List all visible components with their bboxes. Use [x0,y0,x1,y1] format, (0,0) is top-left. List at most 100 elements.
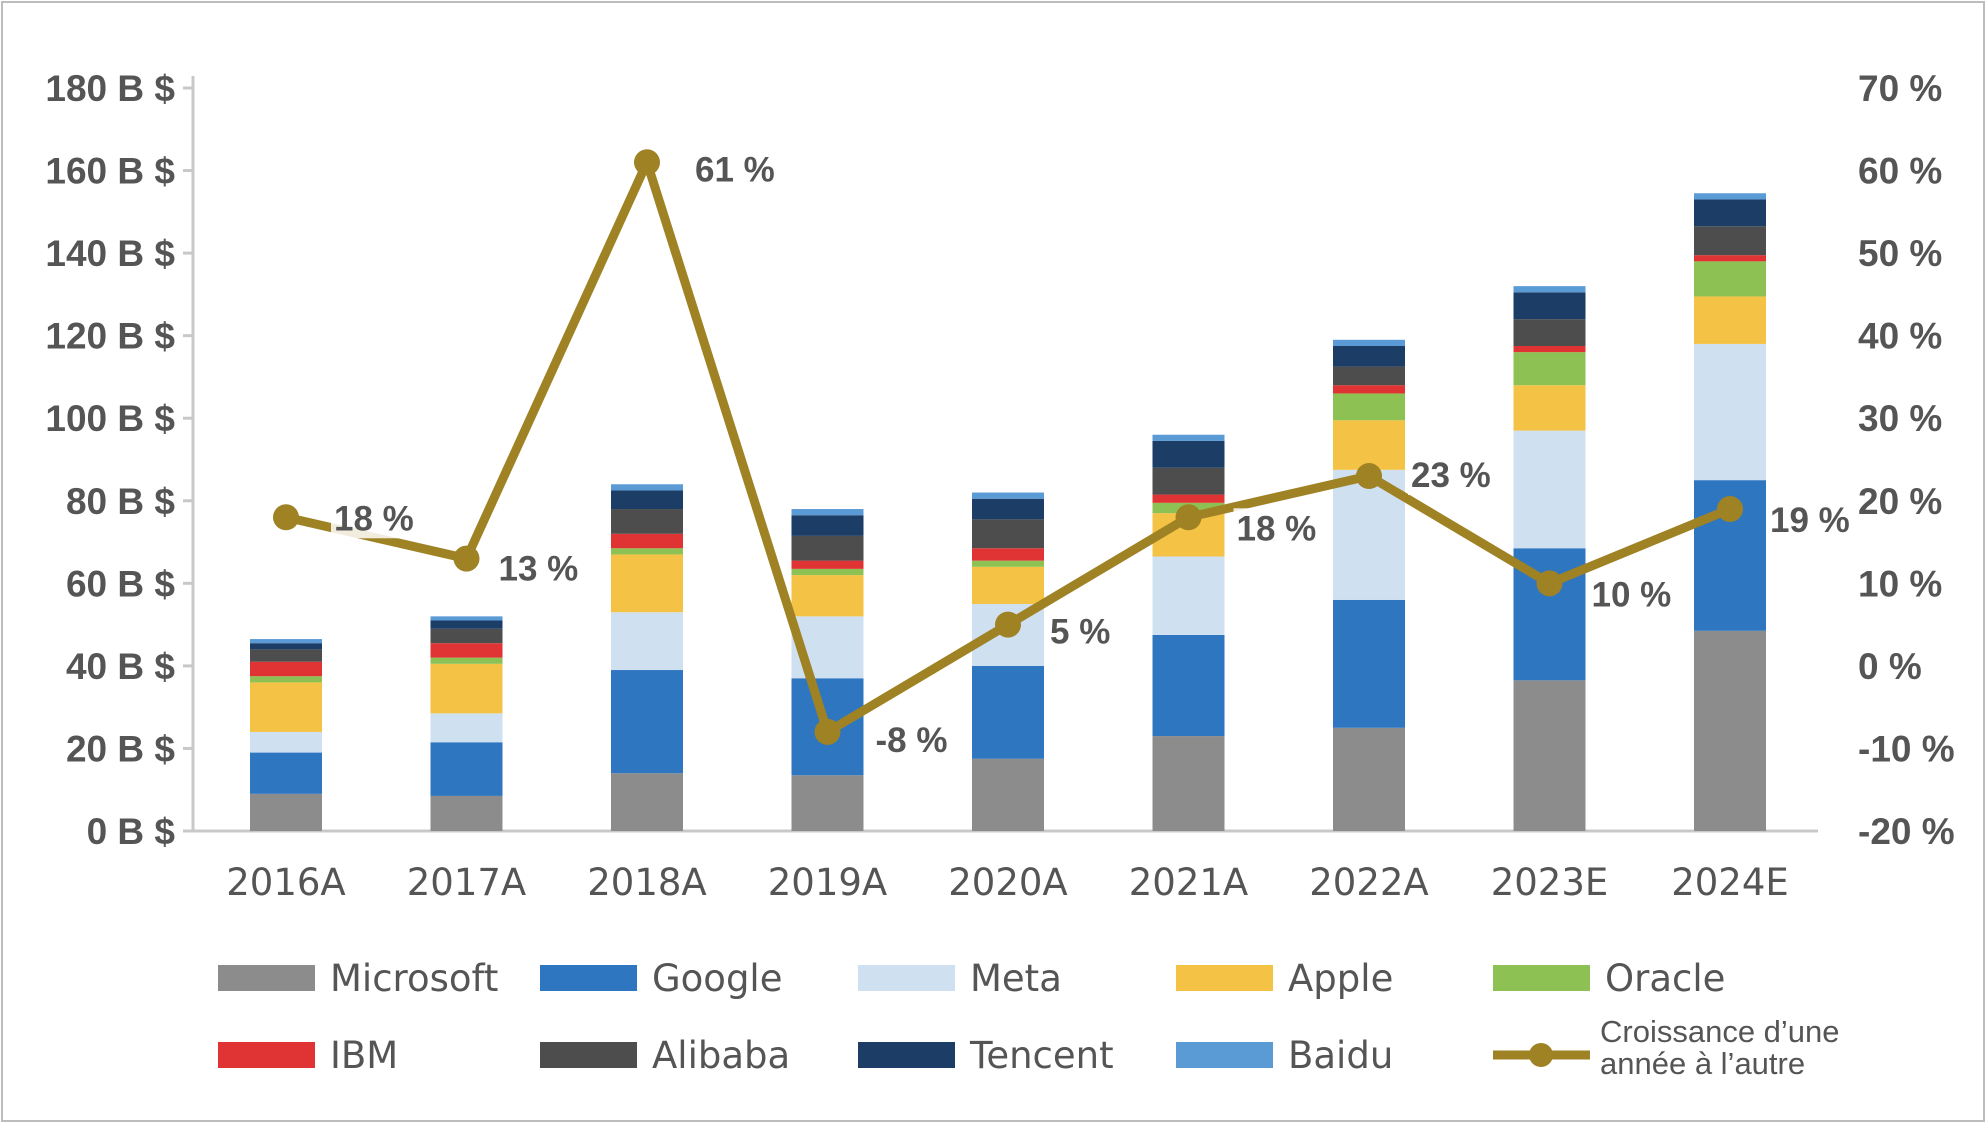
growth-point-2020A [995,611,1021,638]
legend-label-apple: Apple [1288,957,1393,1000]
bar-tencent-2022A [1333,345,1405,367]
y-tick-label-right: 60 % [1858,151,1942,192]
bar-ibm-2021A [1152,494,1225,503]
bar-google-2022A [1333,599,1405,728]
growth-point-2018A [634,149,660,176]
bar-tencent-2017A [430,620,503,629]
bar-oracle-2017A [430,657,503,664]
x-tick-label: 2019A [768,861,887,904]
growth-label-bg [1588,574,1671,615]
y-tick-label-left: 0 B $ [87,811,176,852]
bar-microsoft-2018A [611,773,683,831]
bar-baidu-2023E [1513,286,1586,293]
legend-label-meta: Meta [970,957,1062,1000]
bar-oracle-2024E [1694,261,1766,297]
bars [250,193,1766,831]
y-tick-label-left: 180 B $ [45,68,175,109]
growth-label-bg [331,498,413,539]
growth-point-2022A [1356,463,1382,490]
bar-tencent-2023E [1513,292,1586,320]
bar-apple-2018A [611,554,683,613]
x-tick-label: 2021A [1129,861,1248,904]
y-tick-label-left: 160 B $ [45,151,175,192]
growth-label-bg [1408,455,1490,496]
x-tick-label: 2024E [1671,861,1789,904]
bar-ibm-2017A [430,643,503,658]
legend-label-oracle: Oracle [1605,957,1725,1000]
bar-apple-2019A [791,575,864,617]
legend-label-microsoft: Microsoft [330,957,498,1000]
legend-label-tencent: Tencent [969,1034,1114,1077]
legend-label-baidu: Baidu [1288,1034,1393,1077]
growth-label-2024E: 19 % [1770,501,1850,540]
bar-microsoft-2016A [250,793,322,831]
y-tick-label-left: 80 B $ [66,481,175,522]
bar-baidu-2021A [1152,434,1225,441]
y-tick-label-right: 70 % [1858,68,1942,109]
legend-swatch-google [540,965,637,991]
legend-label-growth-line1: Croissance d’une [1600,1014,1840,1049]
legend-swatch-baidu [1176,1042,1273,1068]
bar-meta-2017A [430,713,503,743]
bar-microsoft-2021A [1152,736,1225,831]
axes: 0 B $ 20 B $ 40 B $ 60 B $ 80 B $ 100 B $ 120 … [45,68,1954,904]
bar-alibaba-2022A [1333,366,1405,386]
y-tick-label-left: 60 B $ [66,563,175,604]
bar-tencent-2020A [972,498,1044,520]
bar-baidu-2022A [1333,339,1405,346]
growth-line: 18 % 13 % 61 % -8 % 5 % 18 % 23 % 10 % 19 % [273,149,1850,760]
bar-meta-2021A [1152,556,1225,635]
legend-swatch-alibaba [540,1042,637,1068]
y-tick-label-left: 20 B $ [66,728,175,769]
y-tick-label-left: 120 B $ [45,316,175,357]
growth-label-bg [1233,508,1316,549]
growth-point-2019A [814,718,841,745]
legend-label-ibm: IBM [330,1034,398,1077]
legend-swatch-microsoft [218,965,315,991]
bar-microsoft-2019A [791,775,864,831]
bar-google-2020A [972,665,1044,759]
growth-point-2016A [273,504,299,531]
bar-ibm-2018A [611,533,683,549]
y-tick-label-right: 40 % [1858,316,1942,357]
bar-meta-2024E [1694,343,1766,481]
bar-meta-2023E [1513,430,1586,549]
growth-label-2023E: 10 % [1592,575,1672,614]
growth-label-2017A: 13 % [499,550,579,589]
growth-label-2022A: 23 % [1411,456,1491,495]
bar-google-2016A [250,752,322,794]
x-tick-label: 2023E [1491,861,1609,904]
legend-swatch-growth-marker [1529,1043,1553,1067]
growth-label-2020A: 5 % [1050,613,1110,652]
growth-label-2019A: -8 % [876,721,948,760]
bar-oracle-2022A [1333,393,1405,421]
legend-swatch-apple [1176,965,1273,991]
legend-label-growth-line2: année à l’autre [1600,1046,1805,1081]
y-tick-label-right: 50 % [1858,233,1942,274]
x-tick-label: 2020A [948,861,1067,904]
bar-microsoft-2023E [1513,680,1586,831]
legend-label-google: Google [652,957,782,1000]
y-tick-label-left: 100 B $ [45,398,175,439]
bar-apple-2020A [972,566,1044,604]
bar-ibm-2019A [791,560,864,569]
y-tick-label-left: 40 B $ [66,646,175,687]
bar-alibaba-2019A [791,535,864,561]
bar-alibaba-2016A [250,649,322,662]
bar-oracle-2018A [611,548,683,555]
bar-ibm-2024E [1694,255,1766,262]
y-tick-label-right: -10 % [1858,728,1955,769]
bar-tencent-2019A [791,515,864,536]
bar-ibm-2023E [1513,345,1586,353]
bar-alibaba-2017A [430,628,503,644]
bar-alibaba-2023E [1513,319,1586,346]
bar-tencent-2024E [1694,199,1766,227]
bar-microsoft-2017A [430,795,503,831]
legend-swatch-tencent [858,1042,955,1068]
x-tick-label: 2022A [1309,861,1428,904]
growth-point-2021A [1175,504,1202,531]
growth-point-2017A [453,545,480,572]
legend-label-alibaba: Alibaba [652,1034,790,1077]
y-tick-label-right: 30 % [1858,398,1942,439]
stacked-bar-line-chart: 0 B $ 20 B $ 40 B $ 60 B $ 80 B $ 100 B $ 120 … [45,68,1954,1081]
